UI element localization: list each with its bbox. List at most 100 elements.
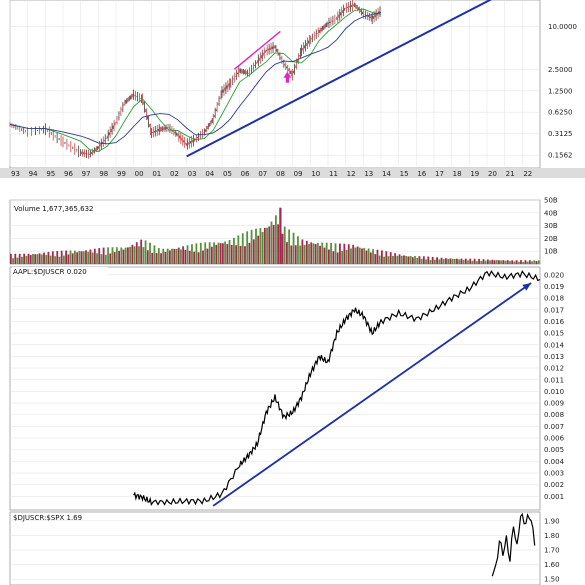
- volume-bar: [188, 250, 191, 264]
- volume-bar: [292, 232, 295, 264]
- volume-bar: [372, 249, 374, 264]
- price-series: [9, 0, 493, 159]
- volume-bar: [142, 247, 145, 264]
- x-tick: 94: [29, 170, 38, 178]
- volume-bar: [252, 239, 255, 264]
- volume-bar: [98, 248, 101, 264]
- volume-bar: [323, 247, 326, 264]
- volume-bar: [438, 259, 441, 264]
- volume-bar: [96, 253, 98, 264]
- price-y-tick: 0.6250: [548, 109, 573, 117]
- volume-title-bg: [12, 204, 120, 213]
- volume-bar: [76, 252, 79, 264]
- volume-bar: [168, 250, 171, 264]
- volume-bar: [325, 242, 328, 264]
- volume-bar: [206, 248, 209, 264]
- volume-bar: [420, 258, 423, 264]
- volume-bar: [281, 233, 284, 264]
- volume-bar: [467, 260, 469, 264]
- volume-bar: [383, 256, 385, 264]
- volume-bar: [237, 235, 240, 264]
- volume-bar: [71, 253, 74, 264]
- volume-bar: [38, 253, 41, 264]
- volume-bar: [140, 239, 143, 264]
- volume-bar: [202, 250, 204, 264]
- ratio-title-bg: [12, 267, 108, 276]
- volume-bar: [14, 253, 17, 264]
- volume-bar: [486, 259, 489, 264]
- volume-bar: [259, 228, 262, 264]
- volume-bar: [327, 249, 330, 264]
- volume-bar: [45, 254, 48, 264]
- x-tick: 12: [347, 170, 356, 178]
- volume-bar: [414, 256, 416, 264]
- volume-bar: [268, 226, 271, 264]
- volume-bar: [440, 257, 443, 264]
- volume-bar: [493, 260, 496, 264]
- volume-bar: [511, 260, 514, 264]
- volume-bar: [85, 250, 87, 264]
- volume-bar: [301, 239, 304, 264]
- volume-bar: [310, 242, 313, 264]
- volume-bar: [233, 237, 235, 264]
- x-tick: 13: [364, 170, 373, 178]
- x-tick: 99: [117, 170, 126, 178]
- volume-bar: [246, 231, 249, 264]
- sector-y-tick: 1.60: [544, 561, 560, 569]
- volume-bar: [62, 255, 65, 264]
- x-tick: 22: [523, 170, 532, 178]
- volume-bar: [47, 251, 50, 264]
- volume-y-tick: 40B: [544, 209, 558, 217]
- volume-bar: [87, 251, 90, 264]
- ratio-y-tick: 0.018: [544, 295, 564, 303]
- price-y-tick: 10.0000: [548, 23, 577, 31]
- price-y-tick: 2.5000: [548, 66, 573, 74]
- volume-y-tick: 20B: [544, 235, 558, 243]
- x-tick: 98: [99, 170, 108, 178]
- volume-bar: [18, 253, 21, 264]
- volume-bar: [239, 245, 242, 264]
- volume-bar: [102, 247, 105, 264]
- sector-panel: [9, 511, 541, 585]
- volume-bar: [177, 247, 180, 264]
- volume-bar: [469, 258, 472, 264]
- volume-bar: [255, 228, 257, 264]
- ratio-y-tick: 0.020: [544, 271, 564, 279]
- price-trendline: [186, 0, 493, 158]
- volume-bar: [184, 250, 187, 264]
- volume-bar: [297, 236, 299, 264]
- volume-bar: [69, 250, 72, 264]
- volume-bar: [387, 256, 390, 264]
- volume-bar: [124, 247, 127, 264]
- x-tick: 18: [453, 170, 462, 178]
- volume-bar: [78, 250, 81, 264]
- volume-bar: [392, 255, 394, 264]
- volume-bar: [199, 242, 202, 264]
- ratio-y-tick: 0.002: [544, 481, 564, 489]
- volume-bar: [347, 244, 350, 264]
- volume-bar: [133, 246, 136, 264]
- volume-bar: [436, 257, 438, 264]
- volume-bar: [248, 242, 251, 264]
- volume-bar: [314, 244, 317, 264]
- ratio-y-tick: 0.004: [544, 458, 565, 466]
- volume-bar: [513, 261, 516, 264]
- volume-bar: [213, 242, 215, 264]
- volume-bar: [350, 248, 352, 264]
- volume-bar: [54, 256, 56, 264]
- volume-bar: [286, 242, 288, 264]
- up-arrow-marker: [283, 71, 292, 83]
- volume-bar: [363, 247, 366, 264]
- volume-bar: [520, 260, 522, 264]
- volume-bar: [354, 247, 357, 264]
- volume-bar: [369, 252, 372, 264]
- date-strip: [0, 168, 585, 178]
- volume-bar: [80, 251, 83, 264]
- volume-bar: [449, 258, 452, 264]
- volume-bar: [160, 253, 162, 264]
- volume-bar: [312, 243, 315, 264]
- sector-line: [491, 512, 536, 577]
- volume-bar: [495, 260, 498, 264]
- ratio-series: [133, 269, 541, 507]
- volume-bar: [241, 233, 244, 264]
